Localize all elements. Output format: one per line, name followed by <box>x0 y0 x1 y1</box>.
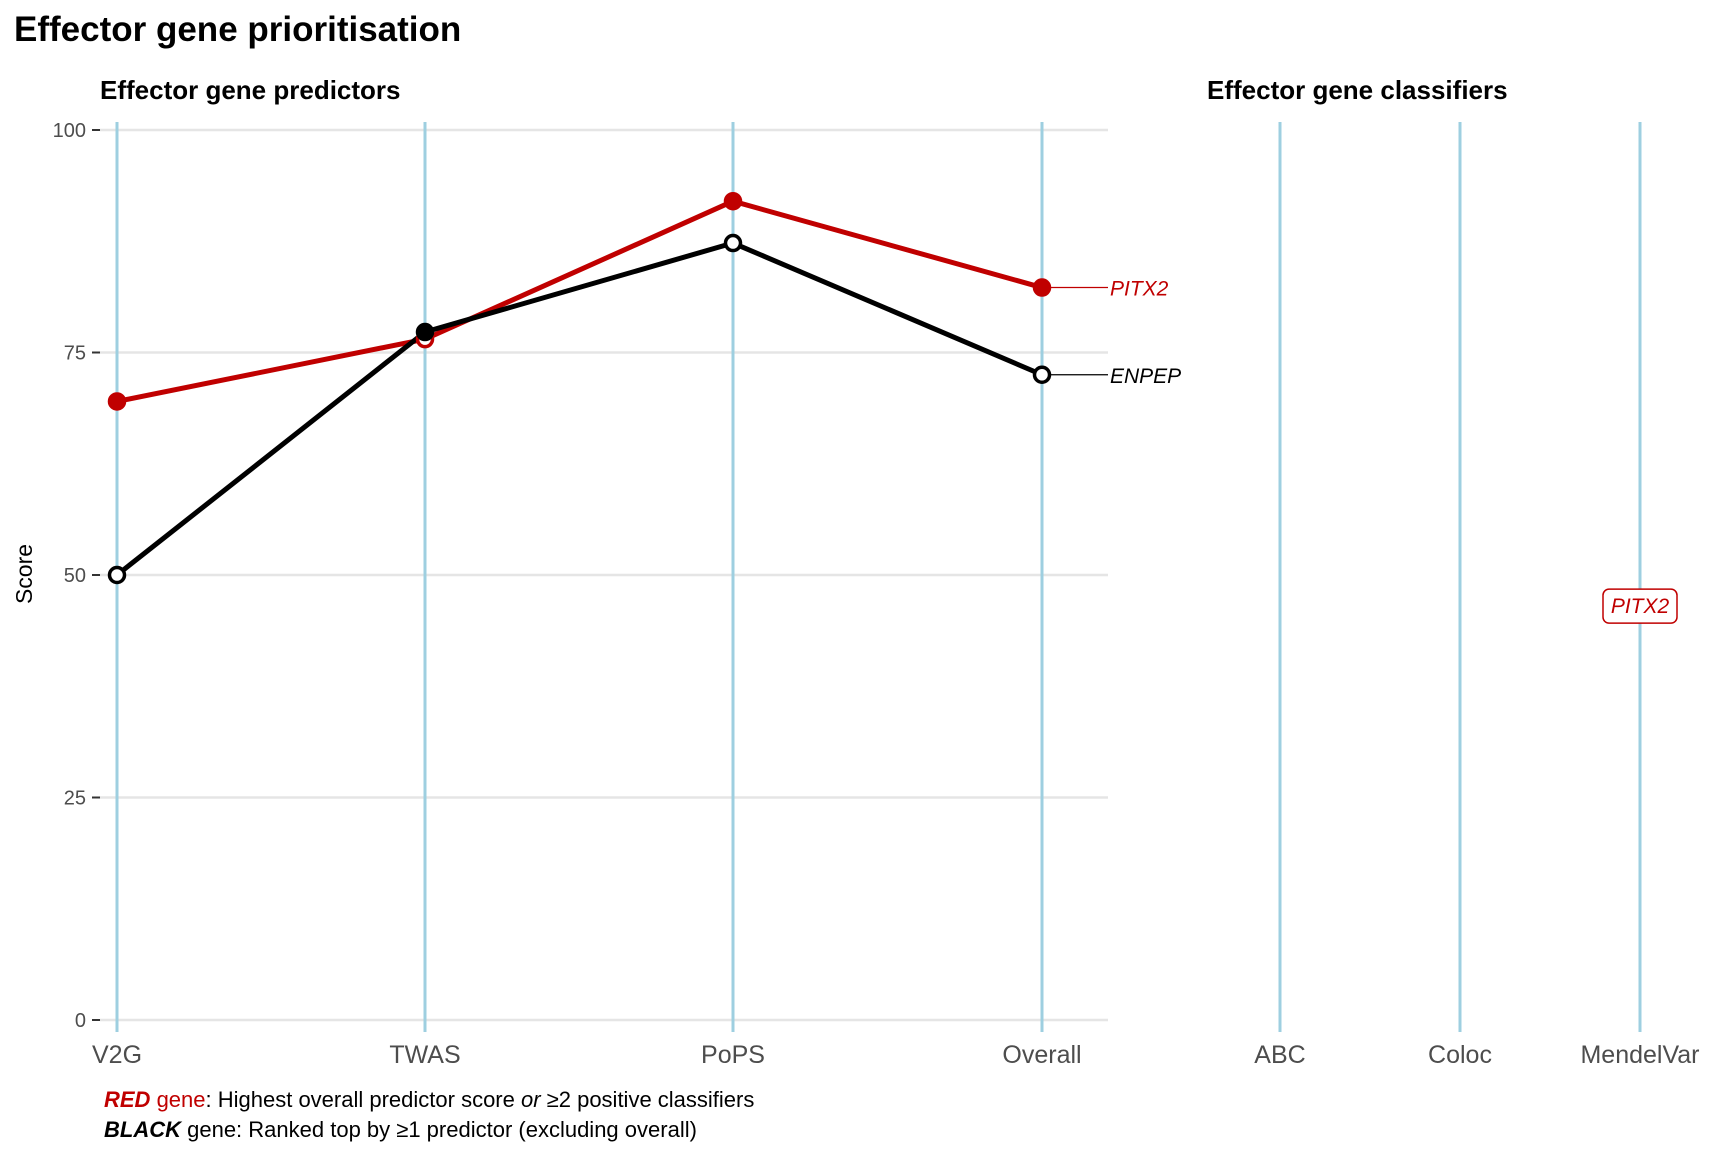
predictors-panel: Effector gene predictors Score 0 25 50 75 10… <box>11 75 1181 1069</box>
x-tick-label-overall: Overall <box>1002 1041 1081 1069</box>
x-tick-label-coloc: Coloc <box>1428 1041 1492 1069</box>
label-box-pitx2 <box>1602 588 1678 624</box>
x-tick-label-mendelvar: MendelVar <box>1580 1041 1699 1069</box>
caption-black-key: BLACK <box>104 1117 181 1142</box>
point-enpep-overall <box>1032 365 1052 384</box>
x-tick-label-abc: ABC <box>1254 1041 1305 1069</box>
caption-line-2-text: gene: Ranked top by ≥1 predictor (exclud… <box>181 1117 697 1142</box>
point-pitx2-pops <box>723 191 743 211</box>
point-enpep-v2g <box>107 565 127 585</box>
series-line-enpep <box>115 240 1043 577</box>
x-tick-label-twas: TWAS <box>389 1041 460 1069</box>
caption-red-gene: gene <box>150 1087 206 1112</box>
x-tick-label-pops: PoPS <box>701 1041 765 1069</box>
point-enpep-twas <box>415 322 435 342</box>
point-pitx2-v2g <box>107 392 127 411</box>
predictors-panel-title: Effector gene predictors <box>100 75 401 105</box>
end-label-enpep: ENPEP <box>1110 365 1181 388</box>
caption-line-1-text-b: ≥2 positive classifiers <box>540 1087 755 1112</box>
figure-title: Effector gene prioritisation <box>14 10 461 49</box>
y-tick-label-100: 100 <box>53 120 86 142</box>
caption-line-1: RED gene: Highest overall predictor scor… <box>104 1087 754 1113</box>
classifiers-panel-title: Effector gene classifiers <box>1207 75 1508 105</box>
label-pitx2: PITX2 <box>1611 595 1670 618</box>
series-line-pitx2 <box>116 198 1043 404</box>
point-enpep-pops <box>723 233 743 253</box>
end-label-pitx2: PITX2 <box>1110 278 1169 301</box>
caption-line-1-text-a: : Highest overall predictor score <box>205 1087 521 1112</box>
caption-line-1-or: or <box>520 1087 541 1112</box>
x-tick-label-v2g: V2G <box>92 1041 142 1069</box>
point-pitx2-overall <box>1032 278 1052 297</box>
y-tick-label-25: 25 <box>64 788 86 810</box>
y-tick-label-75: 75 <box>64 343 86 365</box>
caption-line-2: BLACK gene: Ranked top by ≥1 predictor (… <box>104 1117 697 1143</box>
caption-red-key: RED <box>104 1087 151 1112</box>
y-tick-label-0: 0 <box>75 1010 86 1032</box>
y-tick-label-50: 50 <box>64 565 86 587</box>
y-axis-label: Score <box>11 544 37 604</box>
classifiers-panel: Effector gene classifiers PITX2 ABC Coloc… <box>1207 75 1700 1069</box>
